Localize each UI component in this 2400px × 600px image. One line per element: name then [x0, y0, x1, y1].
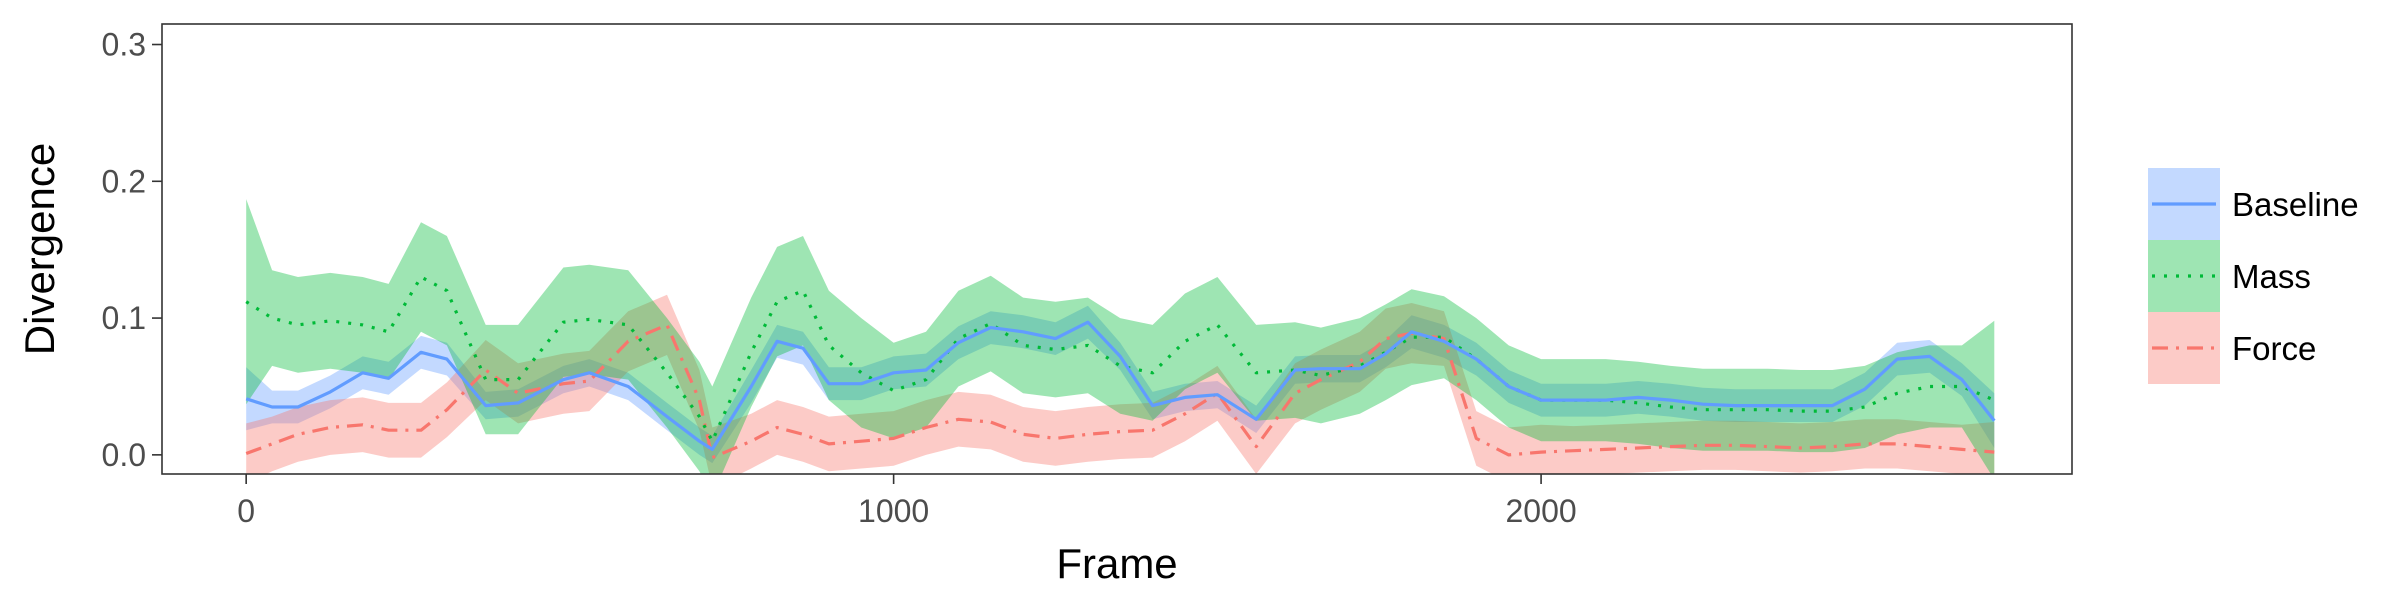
series-lines [245, 275, 1996, 460]
legend: Baseline Mass Force [2148, 168, 2359, 384]
x-axis-title: Frame [1056, 540, 1177, 587]
y-tick-label: 0.1 [102, 300, 146, 336]
band-baseline [246, 305, 1995, 464]
band-mass [246, 199, 1995, 474]
line-mass [245, 275, 1995, 443]
y-tick-label: 0.0 [102, 437, 146, 473]
line-force [245, 323, 1995, 460]
legend-label: Baseline [2232, 186, 2359, 223]
y-tick-label: 0.2 [102, 163, 146, 199]
x-tick-label: 2000 [1505, 493, 1576, 529]
x-axis: 0 1000 2000 [237, 474, 1577, 529]
y-axis: 0.0 0.1 0.2 0.3 [102, 27, 162, 473]
confidence-bands [246, 199, 1995, 474]
legend-key-mass [2148, 240, 2220, 312]
band-force [246, 294, 1995, 474]
legend-label: Force [2232, 330, 2316, 367]
line-baseline [245, 320, 1996, 451]
plot-panel-border [161, 23, 2073, 475]
y-axis-title: Divergence [16, 143, 63, 355]
legend-label: Mass [2232, 258, 2311, 295]
y-tick-label: 0.3 [102, 27, 146, 63]
x-tick-label: 0 [237, 493, 255, 529]
x-tick-label: 1000 [858, 493, 929, 529]
